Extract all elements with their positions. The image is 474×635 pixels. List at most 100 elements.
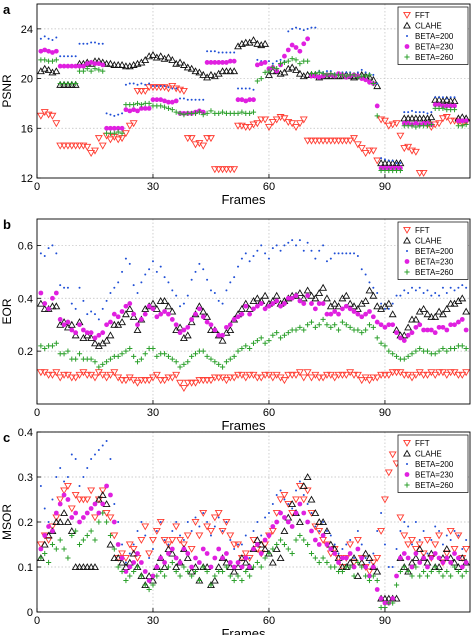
- data-point: [450, 545, 459, 553]
- data-point: [115, 542, 121, 547]
- data-point: [109, 458, 112, 460]
- data-point: [256, 249, 259, 252]
- data-point: [44, 371, 53, 379]
- data-point: [261, 371, 270, 379]
- data-point: [128, 82, 131, 85]
- data-point: [206, 50, 209, 53]
- legend-label: FFT: [415, 11, 430, 20]
- data-point: [408, 114, 416, 122]
- data-point: [199, 142, 208, 150]
- data-point: [363, 73, 369, 79]
- data-point: [87, 487, 96, 495]
- data-point: [254, 337, 260, 344]
- data-point: [432, 551, 438, 556]
- data-point: [138, 317, 144, 322]
- data-point: [164, 85, 173, 93]
- data-point: [179, 305, 182, 308]
- data-point: [397, 167, 404, 174]
- data-point: [404, 323, 413, 331]
- data-point: [335, 327, 342, 333]
- data-point: [270, 524, 276, 529]
- data-point: [374, 577, 380, 584]
- data-point: [173, 359, 179, 365]
- data-point: [373, 374, 382, 382]
- data-point: [288, 500, 297, 508]
- data-point: [247, 564, 253, 570]
- data-point: [199, 509, 208, 517]
- legend-marker: [403, 226, 411, 234]
- data-point: [154, 564, 160, 570]
- data-point: [268, 119, 277, 126]
- data-point: [378, 322, 384, 328]
- data-point: [297, 61, 303, 67]
- data-point: [301, 537, 307, 543]
- data-point: [42, 345, 48, 352]
- data-point: [457, 534, 460, 537]
- data-point: [436, 555, 442, 561]
- data-point: [124, 83, 127, 86]
- data-point: [299, 374, 308, 382]
- data-point: [456, 555, 461, 561]
- data-point: [405, 332, 411, 338]
- data-point: [235, 314, 241, 320]
- data-point: [280, 115, 289, 123]
- data-point: [91, 563, 99, 571]
- data-point: [316, 69, 322, 75]
- data-point: [76, 541, 83, 548]
- data-point: [258, 301, 264, 306]
- data-point: [140, 281, 143, 284]
- data-point: [189, 317, 195, 322]
- data-point: [107, 356, 114, 362]
- data-point: [109, 113, 112, 116]
- data-point: [309, 528, 314, 534]
- data-point: [104, 322, 109, 328]
- data-point: [138, 356, 144, 362]
- data-point: [373, 302, 382, 310]
- data-point: [355, 559, 361, 566]
- data-point: [90, 310, 93, 313]
- data-point: [453, 289, 456, 292]
- data-point: [118, 60, 127, 68]
- data-point: [40, 64, 49, 72]
- data-point: [224, 60, 229, 65]
- data-point: [165, 105, 172, 111]
- y-tick-label: 24: [21, 24, 33, 36]
- data-point: [42, 533, 48, 538]
- data-point: [179, 385, 188, 393]
- data-point: [177, 330, 183, 336]
- data-point: [318, 249, 321, 252]
- data-point: [57, 501, 63, 507]
- data-point: [190, 278, 193, 281]
- data-point: [119, 351, 125, 357]
- data-point: [103, 359, 110, 365]
- data-point: [438, 115, 447, 123]
- data-point: [96, 332, 102, 338]
- data-point: [146, 586, 152, 593]
- data-point: [186, 521, 189, 523]
- data-point: [240, 257, 243, 260]
- data-point: [91, 514, 99, 522]
- data-point: [202, 98, 205, 101]
- data-point: [320, 533, 326, 538]
- data-point: [299, 294, 308, 302]
- data-point: [459, 123, 465, 129]
- panel-label: b: [3, 217, 11, 232]
- data-point: [456, 319, 461, 325]
- data-point: [360, 68, 363, 71]
- data-point: [96, 67, 102, 73]
- data-point: [52, 369, 61, 377]
- data-point: [347, 324, 353, 330]
- data-point: [373, 82, 382, 90]
- data-point: [251, 306, 256, 312]
- data-point: [411, 148, 420, 156]
- data-point: [114, 60, 123, 68]
- data-point: [386, 322, 392, 328]
- data-point: [93, 453, 96, 456]
- data-point: [445, 97, 448, 100]
- data-point: [75, 496, 84, 504]
- data-point: [96, 364, 102, 370]
- data-point: [191, 518, 200, 526]
- data-point: [449, 96, 452, 99]
- data-point: [266, 550, 272, 557]
- data-point: [113, 503, 116, 505]
